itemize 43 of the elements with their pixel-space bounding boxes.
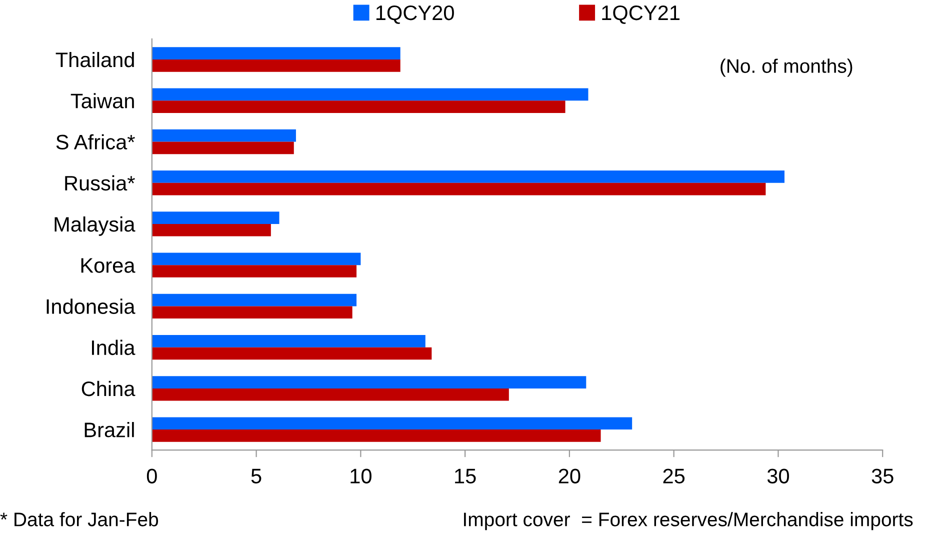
y-tick-label: Brazil bbox=[84, 422, 134, 438]
x-tick-label: 0 bbox=[146, 468, 157, 484]
y-tick-label: Korea bbox=[81, 258, 136, 273]
text: Import cover = Forex reserves/Merchandise imports bbox=[464, 512, 913, 530]
bar bbox=[152, 294, 357, 306]
y-tick-label: Malaysia bbox=[54, 216, 136, 236]
bar bbox=[152, 334, 426, 348]
bar bbox=[152, 182, 766, 196]
bar bbox=[152, 252, 361, 266]
y-tick-label: S Africa* bbox=[56, 134, 135, 150]
bar bbox=[152, 376, 586, 388]
bar bbox=[152, 430, 601, 442]
y-tick-label: Taiwan bbox=[70, 93, 134, 108]
y-tick-label: Thailand bbox=[56, 52, 134, 68]
bar bbox=[152, 306, 352, 319]
bar bbox=[152, 265, 357, 278]
bar bbox=[152, 212, 280, 224]
bar bbox=[152, 142, 294, 154]
y-tick-label: India bbox=[92, 340, 136, 356]
bar bbox=[152, 100, 566, 113]
y-tick-label: Indonesia bbox=[46, 298, 136, 314]
bar bbox=[152, 347, 432, 360]
x-tick-label: 5 bbox=[251, 468, 262, 484]
x-tick-label: 35 bbox=[872, 468, 894, 484]
y-tick-label: Russia* bbox=[65, 175, 135, 191]
bar bbox=[152, 88, 588, 101]
annotation: (No. of months) bbox=[720, 58, 852, 77]
bar bbox=[152, 388, 509, 401]
bar bbox=[152, 417, 632, 430]
bar bbox=[152, 129, 296, 142]
x-tick-label: 25 bbox=[663, 468, 685, 484]
bar bbox=[152, 170, 784, 183]
x-tick-label: 15 bbox=[455, 468, 476, 484]
x-tick-label: 10 bbox=[350, 468, 372, 484]
legend-label: 1QCY20 bbox=[376, 5, 454, 24]
bar bbox=[152, 60, 400, 72]
y-tick-label: China bbox=[82, 380, 136, 396]
bar bbox=[152, 224, 271, 236]
text: * Data for Jan-Feb bbox=[0, 512, 158, 526]
legend-label: 1QCY21 bbox=[602, 5, 680, 24]
bar bbox=[152, 47, 400, 60]
x-tick-label: 30 bbox=[767, 468, 789, 484]
x-tick-label: 20 bbox=[558, 468, 580, 484]
